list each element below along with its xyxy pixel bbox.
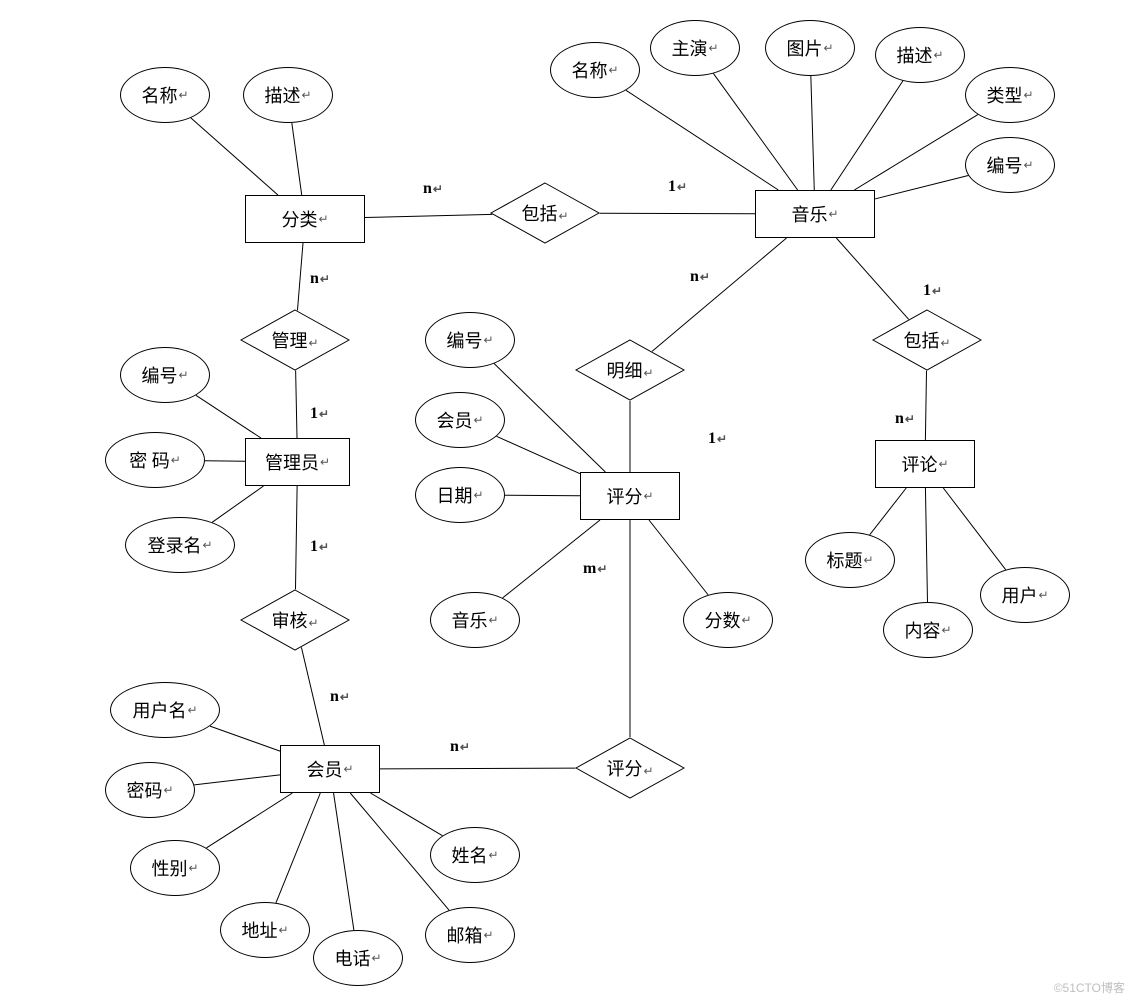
card-c6: 1↵ [708, 430, 727, 448]
rel-manage: 管理↵ [240, 309, 350, 371]
card-c7: 1↵ [923, 282, 942, 300]
attr-adm_login: 登录名↵ [125, 517, 235, 573]
card-c8: n↵ [895, 410, 915, 428]
attr-mus_star: 主演↵ [650, 20, 740, 76]
attr-mus_id: 编号↵ [965, 137, 1055, 193]
attr-com_user: 用户↵ [980, 567, 1070, 623]
attr-rat_score: 分数↵ [683, 592, 773, 648]
attr-com_content: 内容↵ [883, 602, 973, 658]
card-c11: m↵ [583, 560, 607, 578]
card-c4: 1↵ [310, 405, 329, 423]
card-c10: n↵ [330, 688, 350, 706]
er-diagram-canvas: ©51CTO博客 分类↵音乐↵管理员↵评分↵评论↵会员↵名称↵描述↵名称↵主演↵… [0, 0, 1133, 1002]
attr-mem_pwd: 密码↵ [105, 762, 195, 818]
rel-audit: 审核↵ [240, 589, 350, 651]
entity-member: 会员↵ [280, 745, 380, 793]
attr-mem_addr: 地址↵ [220, 902, 310, 958]
card-c12: n↵ [450, 738, 470, 756]
attr-mus_name: 名称↵ [550, 42, 640, 98]
attr-mem_name: 姓名↵ [430, 827, 520, 883]
attr-mem_gender: 性别↵ [130, 840, 220, 896]
card-c9: 1↵ [310, 538, 329, 556]
entity-comment: 评论↵ [875, 440, 975, 488]
attr-rat_date: 日期↵ [415, 467, 505, 523]
attr-cat_name: 名称↵ [120, 67, 210, 123]
attr-cat_desc: 描述↵ [243, 67, 333, 123]
watermark: ©51CTO博客 [1054, 979, 1125, 996]
entity-music: 音乐↵ [755, 190, 875, 238]
rel-include2: 包括↵ [872, 309, 982, 371]
attr-rat_member: 会员↵ [415, 392, 505, 448]
attr-mus_pic: 图片↵ [765, 20, 855, 76]
attr-com_title: 标题↵ [805, 532, 895, 588]
rel-rate: 评分↵ [575, 737, 685, 799]
attr-mus_desc: 描述↵ [875, 27, 965, 83]
entity-category: 分类↵ [245, 195, 365, 243]
attr-rat_id: 编号↵ [425, 312, 515, 368]
attr-adm_id: 编号↵ [120, 347, 210, 403]
attr-mem_user: 用户名↵ [110, 682, 220, 738]
attr-mem_phone: 电话↵ [313, 930, 403, 986]
card-c3: n↵ [310, 270, 330, 288]
attr-mem_email: 邮箱↵ [425, 907, 515, 963]
card-c5: n↵ [690, 268, 710, 286]
card-c2: 1↵ [668, 178, 687, 196]
entity-rating: 评分↵ [580, 472, 680, 520]
attr-mus_type: 类型↵ [965, 67, 1055, 123]
attr-adm_pwd: 密 码↵ [105, 432, 205, 488]
card-c1: n↵ [423, 180, 443, 198]
attr-rat_music: 音乐↵ [430, 592, 520, 648]
rel-detail: 明细↵ [575, 339, 685, 401]
entity-admin: 管理员↵ [245, 438, 350, 486]
rel-include1: 包括↵ [490, 182, 600, 244]
